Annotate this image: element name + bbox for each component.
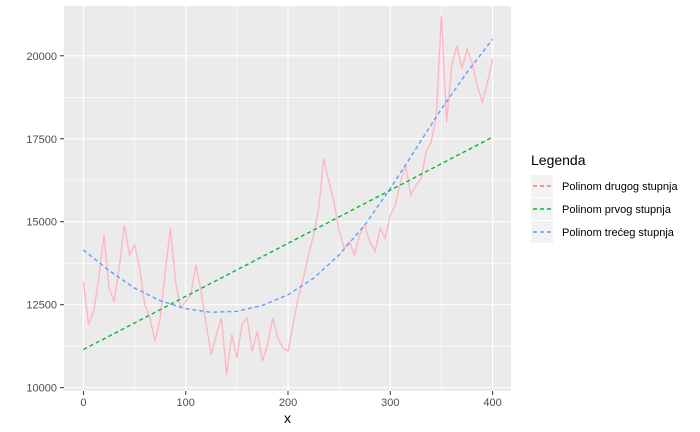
- y-tick-label: 10000: [26, 383, 57, 395]
- legend-label: Polinom trećeg stupnja: [562, 227, 675, 239]
- legend-label: Polinom drugog stupnja: [562, 181, 678, 193]
- data-layer: [82, 15, 494, 375]
- y-tick-label: 15000: [26, 217, 57, 229]
- x-tick-label: 400: [483, 397, 501, 409]
- x-tick-label: 200: [279, 397, 297, 409]
- major-gridlines: [64, 6, 511, 391]
- y-tick-label: 12500: [26, 300, 57, 312]
- x-axis-title: x: [284, 410, 291, 426]
- data-line: [82, 15, 494, 375]
- y-tick-label: 17500: [26, 134, 57, 146]
- y-tick-label: 20000: [26, 51, 57, 63]
- x-tick-label: 100: [177, 397, 195, 409]
- axes: 0 100 200 300 400 10000 12500 15000 17500 20000: [26, 51, 501, 409]
- x-tick-label: 300: [381, 397, 399, 409]
- x-tick-label: 0: [80, 397, 86, 409]
- legend-title: Legenda: [531, 152, 586, 168]
- fit-line-polinom-tre-eg-stupnja: [82, 38, 494, 314]
- legend: Legenda Polinom drugog stupnja Polinom pr…: [531, 152, 678, 243]
- legend-label: Polinom prvog stupnja: [562, 204, 672, 216]
